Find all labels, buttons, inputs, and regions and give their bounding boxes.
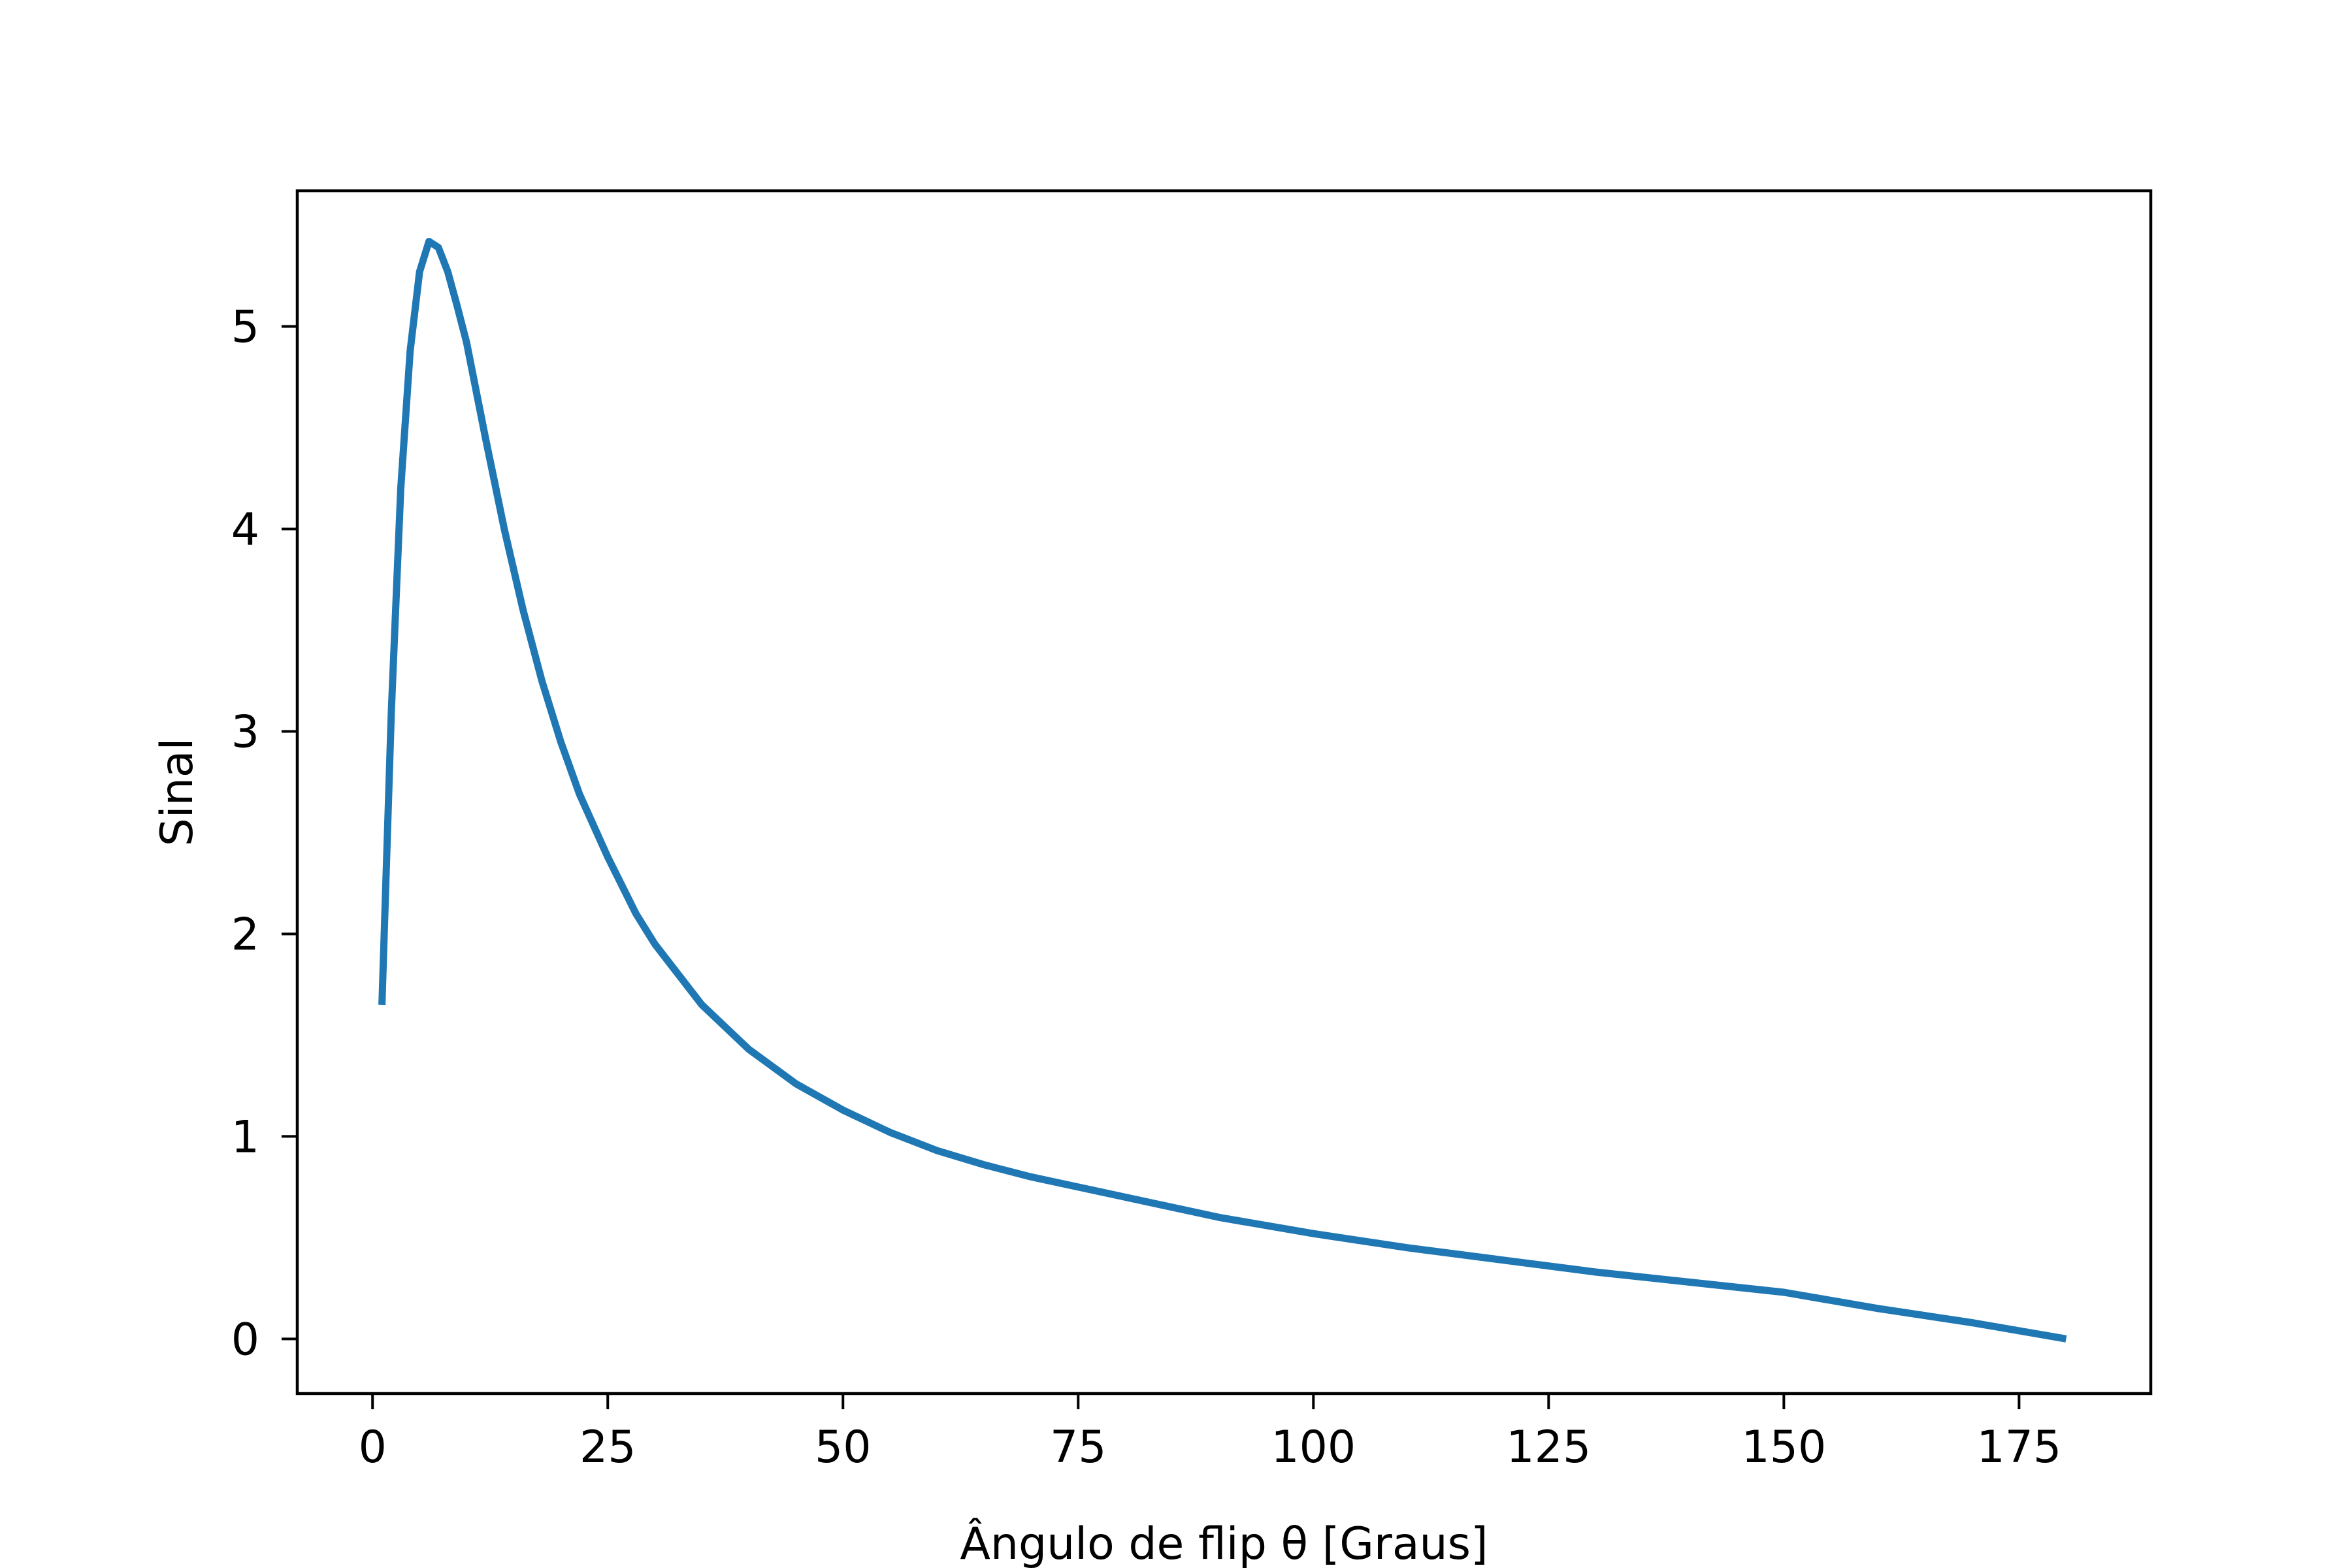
y-tick-label-0: 0 [231,1314,259,1365]
y-tick-label-2: 2 [231,909,259,960]
x-tick-label-25: 25 [580,1422,636,1473]
x-tick-label-75: 75 [1050,1422,1107,1473]
x-tick-label-100: 100 [1271,1422,1356,1473]
x-tick-label-125: 125 [1506,1422,1591,1473]
y-tick-label-1: 1 [231,1111,259,1163]
x-tick-label-50: 50 [815,1422,872,1473]
x-tick-label-150: 150 [1741,1422,1826,1473]
x-axis-label: Ângulo de flip θ [Graus] [960,1517,1488,1568]
y-axis-ticks: 0 1 2 3 4 5 [231,302,297,1365]
y-tick-label-3: 3 [231,707,259,759]
y-tick-label-4: 4 [231,504,259,556]
x-tick-label-0: 0 [359,1422,387,1473]
y-axis-label: Sinal [152,738,203,847]
series-line-0 [378,238,2067,1343]
x-axis-ticks: 0 25 50 75 100 125 150 175 [359,1394,2061,1473]
plot-area [295,189,2153,1396]
y-tick-label-5: 5 [231,302,259,353]
plot-frame [295,189,2153,1396]
x-tick-label-175: 175 [1976,1422,2061,1473]
